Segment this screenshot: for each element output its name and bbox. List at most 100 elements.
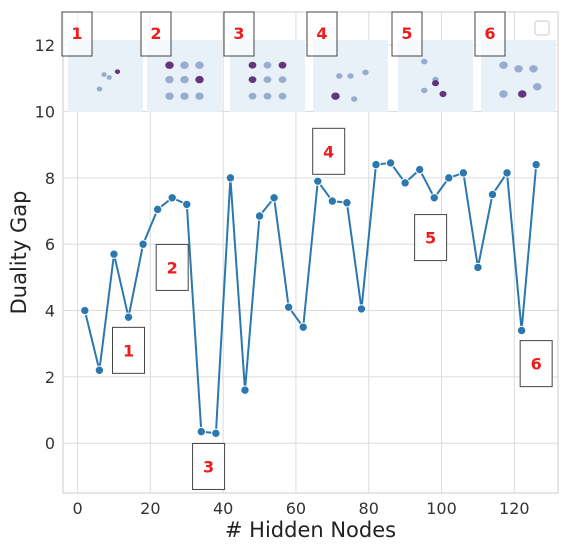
- thumbnail-point: [195, 92, 204, 100]
- data-point: [138, 239, 148, 249]
- x-tick-label: 40: [213, 499, 233, 518]
- thumbnail-point: [514, 65, 523, 73]
- callout-6: 6: [519, 340, 553, 388]
- data-point: [211, 428, 221, 438]
- thumbnail-point: [518, 90, 527, 98]
- thumbnail-label-box: [61, 11, 93, 57]
- data-point: [240, 385, 250, 395]
- y-tick-label: 12: [35, 36, 55, 55]
- callout-1: 1: [112, 326, 146, 374]
- data-point: [473, 262, 483, 273]
- data-point: [400, 178, 410, 188]
- data-point: [458, 168, 469, 178]
- data-point: [313, 176, 323, 186]
- callout-box: [519, 340, 553, 388]
- x-tick-label: 0: [72, 499, 82, 518]
- data-point: [371, 159, 381, 170]
- x-tick-label: 120: [499, 499, 530, 518]
- thumbnail-point: [263, 92, 272, 100]
- thumbnail-point: [499, 90, 508, 98]
- y-axis-label: Duality Gap: [7, 191, 31, 315]
- y-tick-label: 6: [45, 235, 55, 254]
- thumbnail-2: 2: [140, 11, 222, 112]
- data-point: [429, 193, 439, 203]
- thumbnail-point: [96, 86, 103, 92]
- series-layer: [80, 158, 541, 438]
- thumbnail-point: [263, 61, 272, 69]
- thumbnail-point: [431, 80, 440, 87]
- x-tick-label: 60: [286, 499, 306, 518]
- callout-label: 4: [323, 142, 334, 161]
- thumbnail-point: [533, 83, 542, 91]
- thumbnail-point: [278, 92, 287, 100]
- data-point: [516, 325, 527, 336]
- thumbnail-label-box: [391, 11, 423, 57]
- thumbnail-layer: 1 2 3 4 5 6: [61, 11, 556, 112]
- thumbnail-label: 4: [316, 24, 327, 43]
- data-point: [502, 168, 512, 178]
- y-tick-label: 2: [45, 368, 55, 387]
- thumbnail-label: 1: [71, 24, 82, 43]
- callout-4: 4: [312, 127, 346, 175]
- thumbnail-point: [421, 58, 428, 65]
- callout-box: [192, 442, 226, 490]
- thumbnail-point: [248, 92, 257, 100]
- thumbnail-1: 1: [61, 11, 143, 112]
- series-line: [83, 161, 538, 435]
- data-point: [531, 159, 541, 170]
- thumbnail-point: [248, 61, 257, 69]
- thumbnail-point: [421, 87, 428, 94]
- x-tick-label: 100: [426, 499, 457, 518]
- y-tick-label: 0: [45, 434, 55, 453]
- thumbnail-point: [106, 75, 112, 80]
- x-tick-label: 20: [140, 499, 160, 518]
- thumbnail-point: [180, 92, 189, 100]
- thumbnail-label-box: [140, 11, 172, 57]
- data-point: [444, 173, 454, 183]
- callout-5: 5: [414, 214, 448, 262]
- data-point: [225, 173, 236, 183]
- callout-label: 1: [123, 341, 134, 360]
- thumbnail-label: 5: [401, 24, 412, 43]
- thumbnail-point: [165, 61, 174, 69]
- thumbnail-label: 2: [150, 24, 161, 43]
- data-point: [196, 426, 207, 437]
- thumbnail-point: [165, 92, 174, 100]
- callout-box: [155, 243, 189, 291]
- callout-label: 2: [167, 258, 178, 277]
- thumbnail-label-box: [223, 11, 255, 57]
- data-point: [167, 193, 177, 203]
- thumbnail-label: 6: [484, 24, 495, 43]
- thumbnail-point: [180, 61, 189, 69]
- data-point: [356, 304, 367, 314]
- thumbnail-point: [336, 73, 343, 79]
- thumbnail-point: [101, 72, 107, 77]
- thumbnail-point: [439, 90, 447, 98]
- thumbnail-point: [165, 75, 174, 84]
- data-point: [283, 302, 294, 312]
- callout-label: 3: [203, 457, 214, 476]
- y-tick-label: 4: [45, 302, 55, 321]
- callout-2: 2: [155, 243, 189, 291]
- callout-layer: 1 2 3 4 5 6: [112, 127, 553, 490]
- x-axis-label: # Hidden Nodes: [225, 518, 396, 542]
- thumbnail-point: [278, 76, 287, 83]
- thumbnail-point: [195, 61, 204, 69]
- callout-box: [414, 214, 448, 262]
- thumbnail-point: [248, 76, 257, 83]
- thumbnail-point: [347, 73, 354, 79]
- thumbnail-4: 4: [306, 11, 388, 112]
- data-point: [342, 198, 352, 208]
- thumbnail-point: [499, 61, 508, 69]
- data-point: [80, 305, 90, 316]
- thumbnail-label-box: [474, 11, 506, 57]
- data-point: [123, 312, 134, 322]
- data-point: [152, 204, 163, 215]
- thumbnail-label: 3: [233, 24, 244, 43]
- thumbnail-point: [114, 69, 121, 75]
- callout-label: 6: [531, 355, 542, 374]
- thumbnail-point: [180, 75, 189, 84]
- y-tick-label: 10: [35, 103, 55, 122]
- thumbnail-point: [331, 92, 340, 100]
